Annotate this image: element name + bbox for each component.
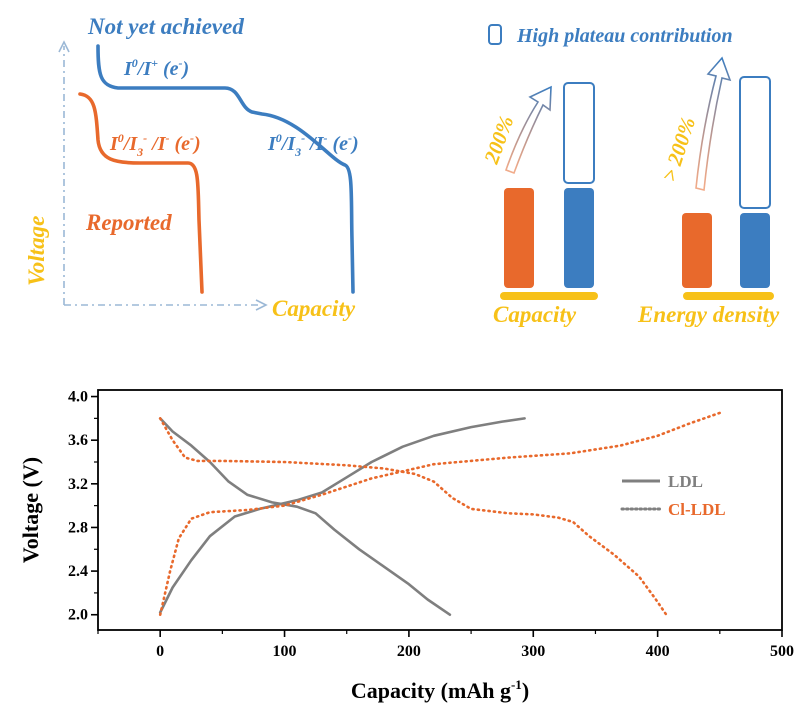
series-layer: [158, 411, 722, 616]
x-tick-label: 0: [156, 643, 164, 660]
capacity-group-label: Capacity: [493, 302, 577, 327]
y-axis-title: Voltage (V): [18, 457, 43, 563]
y-tick-label: 2.4: [68, 563, 88, 580]
capacity-increase-arrow: [504, 85, 552, 175]
energy-increase-arrow: [695, 56, 732, 191]
y-tick-label: 2.8: [68, 519, 88, 536]
schematic-x-arrowhead: [255, 299, 268, 311]
blue-lower-reaction-label: I0/I3- /I- (e-): [267, 131, 359, 159]
y-tick-label: 3.6: [68, 432, 88, 449]
energy-group-label: Energy density: [637, 302, 780, 327]
bars-panel: High plateau contribution Capacity 200% …: [479, 24, 780, 327]
capacity-underline: [500, 292, 598, 300]
capacity-axis-label: Capacity: [272, 296, 356, 321]
plot-frame: [97, 389, 783, 631]
reported-label: Reported: [85, 210, 172, 235]
voltage-axis-label: Voltage: [24, 216, 49, 286]
energy-underline: [683, 292, 774, 300]
legend-high-plateau: High plateau contribution: [516, 25, 733, 47]
y-tick-label: 3.2: [68, 476, 88, 493]
series-cl-ldl-line-1: [158, 411, 722, 616]
not-yet-achieved-label: Not yet achieved: [87, 14, 244, 39]
x-tick-label: 400: [646, 643, 670, 660]
blue-upper-reaction-label: I0/I+ (e-): [123, 56, 189, 80]
energy-bar-achieved: [740, 213, 770, 288]
x-tick-label: 300: [521, 643, 545, 660]
y-ticks: 2.0 2.4 2.8 3.2 3.6 4.0: [68, 389, 98, 624]
legend-ldl-label: LDL: [668, 472, 703, 491]
capacity-bar-achieved: [564, 188, 594, 288]
energy-bar-reported: [682, 213, 712, 288]
series-ldl-line-1: [158, 417, 526, 614]
legend-swatch-hollow: [488, 24, 502, 45]
y-tick-label: 2.0: [68, 607, 88, 624]
schematic-y-arrowhead: [58, 40, 70, 53]
line-chart: 0 100 200 300 400 500 2.02.42.83.23.64.0 LDL …: [18, 389, 794, 703]
schematic-panel: Not yet achieved Reported Capacity Volta…: [24, 14, 359, 321]
legend-cl-ldl-label: Cl-LDL: [668, 500, 726, 519]
schematic-blue-curve: [96, 44, 355, 294]
series-ldl-line-0: [158, 417, 452, 616]
capacity-bar-plateau: [563, 82, 595, 184]
x-tick-label: 500: [770, 643, 794, 660]
orange-reaction-label: I0/I3- /I- (e-): [109, 131, 201, 159]
x-axis-title: Capacity (mAh g-1): [351, 677, 529, 703]
capacity-bar-reported: [504, 188, 534, 288]
x-tick-label: 200: [397, 643, 421, 660]
x-tick-label: 100: [273, 643, 297, 660]
energy-bar-plateau: [739, 76, 771, 209]
x-ticks: 0 100 200 300 400 500: [97, 630, 794, 660]
schematic-orange-curve: [78, 92, 204, 294]
y-tick-label: 4.0: [68, 389, 88, 406]
energy-increase-label: > 200%: [657, 114, 700, 184]
